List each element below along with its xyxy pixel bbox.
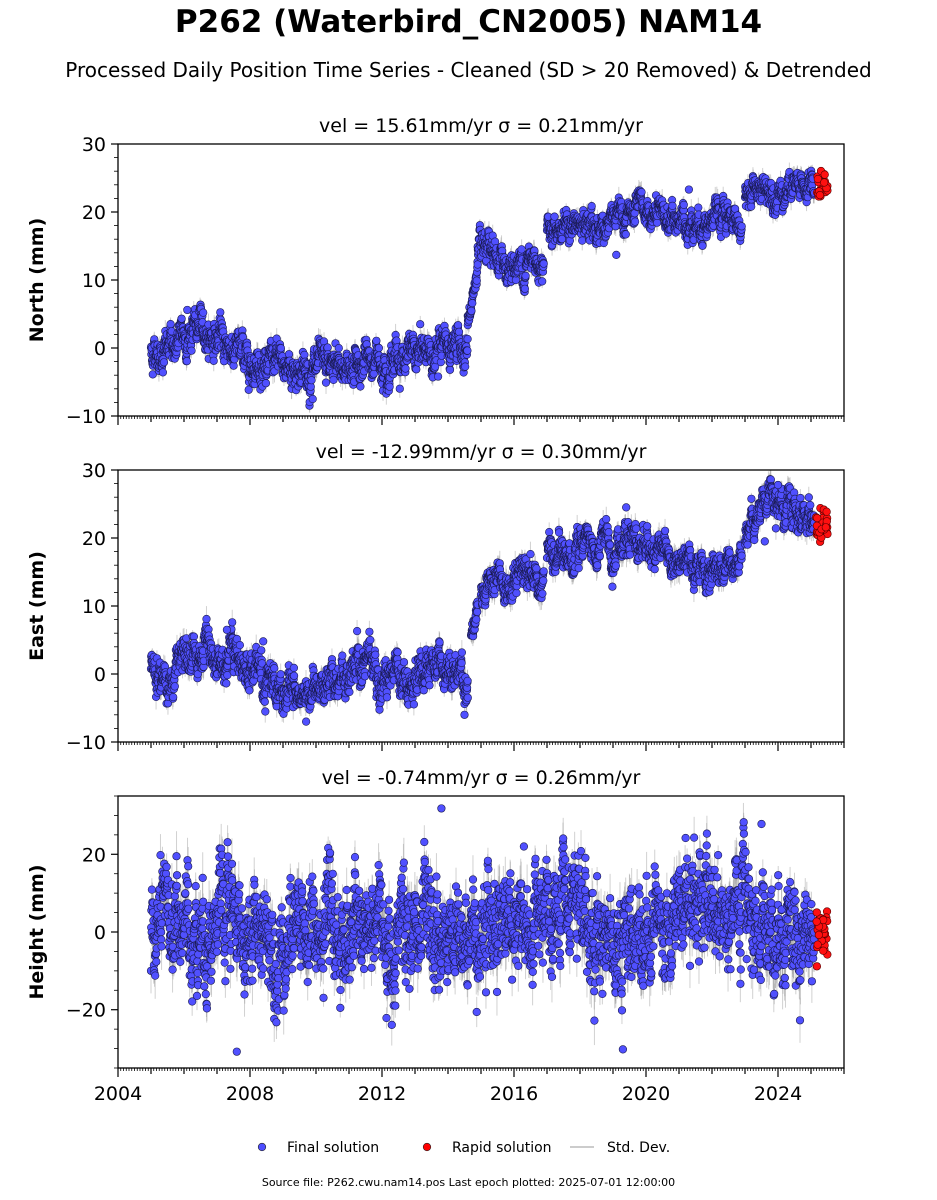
final-point (300, 350, 309, 360)
final-point (467, 306, 476, 316)
final-point (334, 344, 343, 353)
final-point (187, 346, 196, 355)
final-point (468, 299, 477, 308)
final-point (578, 236, 587, 245)
final-point (538, 277, 547, 286)
final-point (472, 276, 481, 285)
final-point (321, 378, 331, 387)
final-point (461, 362, 470, 371)
final-point (416, 320, 425, 329)
final-point (276, 344, 286, 353)
chart-subtitle: Processed Daily Position Time Series - C… (65, 58, 872, 82)
final-point (199, 308, 208, 317)
final-point (159, 358, 169, 367)
final-point (148, 370, 157, 379)
final-point (412, 365, 421, 374)
final-point (401, 364, 410, 373)
final-point (395, 384, 404, 393)
plot-area (146, 162, 832, 413)
final-point (521, 271, 530, 281)
final-point (454, 321, 463, 330)
final-point (177, 314, 186, 323)
chart-title: P262 (Waterbird_CN2005) NAM14 (174, 4, 763, 40)
final-point (392, 336, 401, 345)
final-point (445, 365, 455, 374)
final-solution-points (146, 166, 819, 410)
final-point (356, 382, 365, 391)
final-point (385, 382, 394, 391)
final-point (463, 334, 472, 344)
final-point (238, 332, 247, 342)
final-point (261, 379, 271, 388)
final-point (587, 202, 596, 211)
final-point (182, 357, 191, 366)
final-point (216, 308, 225, 317)
final-point (473, 260, 482, 269)
final-point (209, 356, 218, 365)
final-point (463, 346, 472, 355)
final-point (550, 212, 559, 221)
final-point (329, 375, 338, 385)
final-point (454, 327, 464, 337)
final-point (374, 343, 384, 353)
final-point (323, 343, 332, 352)
final-point (166, 320, 175, 329)
final-point (520, 284, 530, 293)
final-point (372, 336, 381, 345)
final-point (539, 259, 548, 268)
final-point (158, 368, 167, 377)
final-point (307, 376, 316, 385)
